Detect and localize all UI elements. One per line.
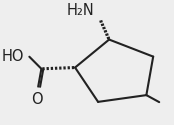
Text: H₂N: H₂N bbox=[66, 3, 94, 18]
Text: HO: HO bbox=[1, 49, 24, 64]
Text: O: O bbox=[31, 92, 42, 107]
